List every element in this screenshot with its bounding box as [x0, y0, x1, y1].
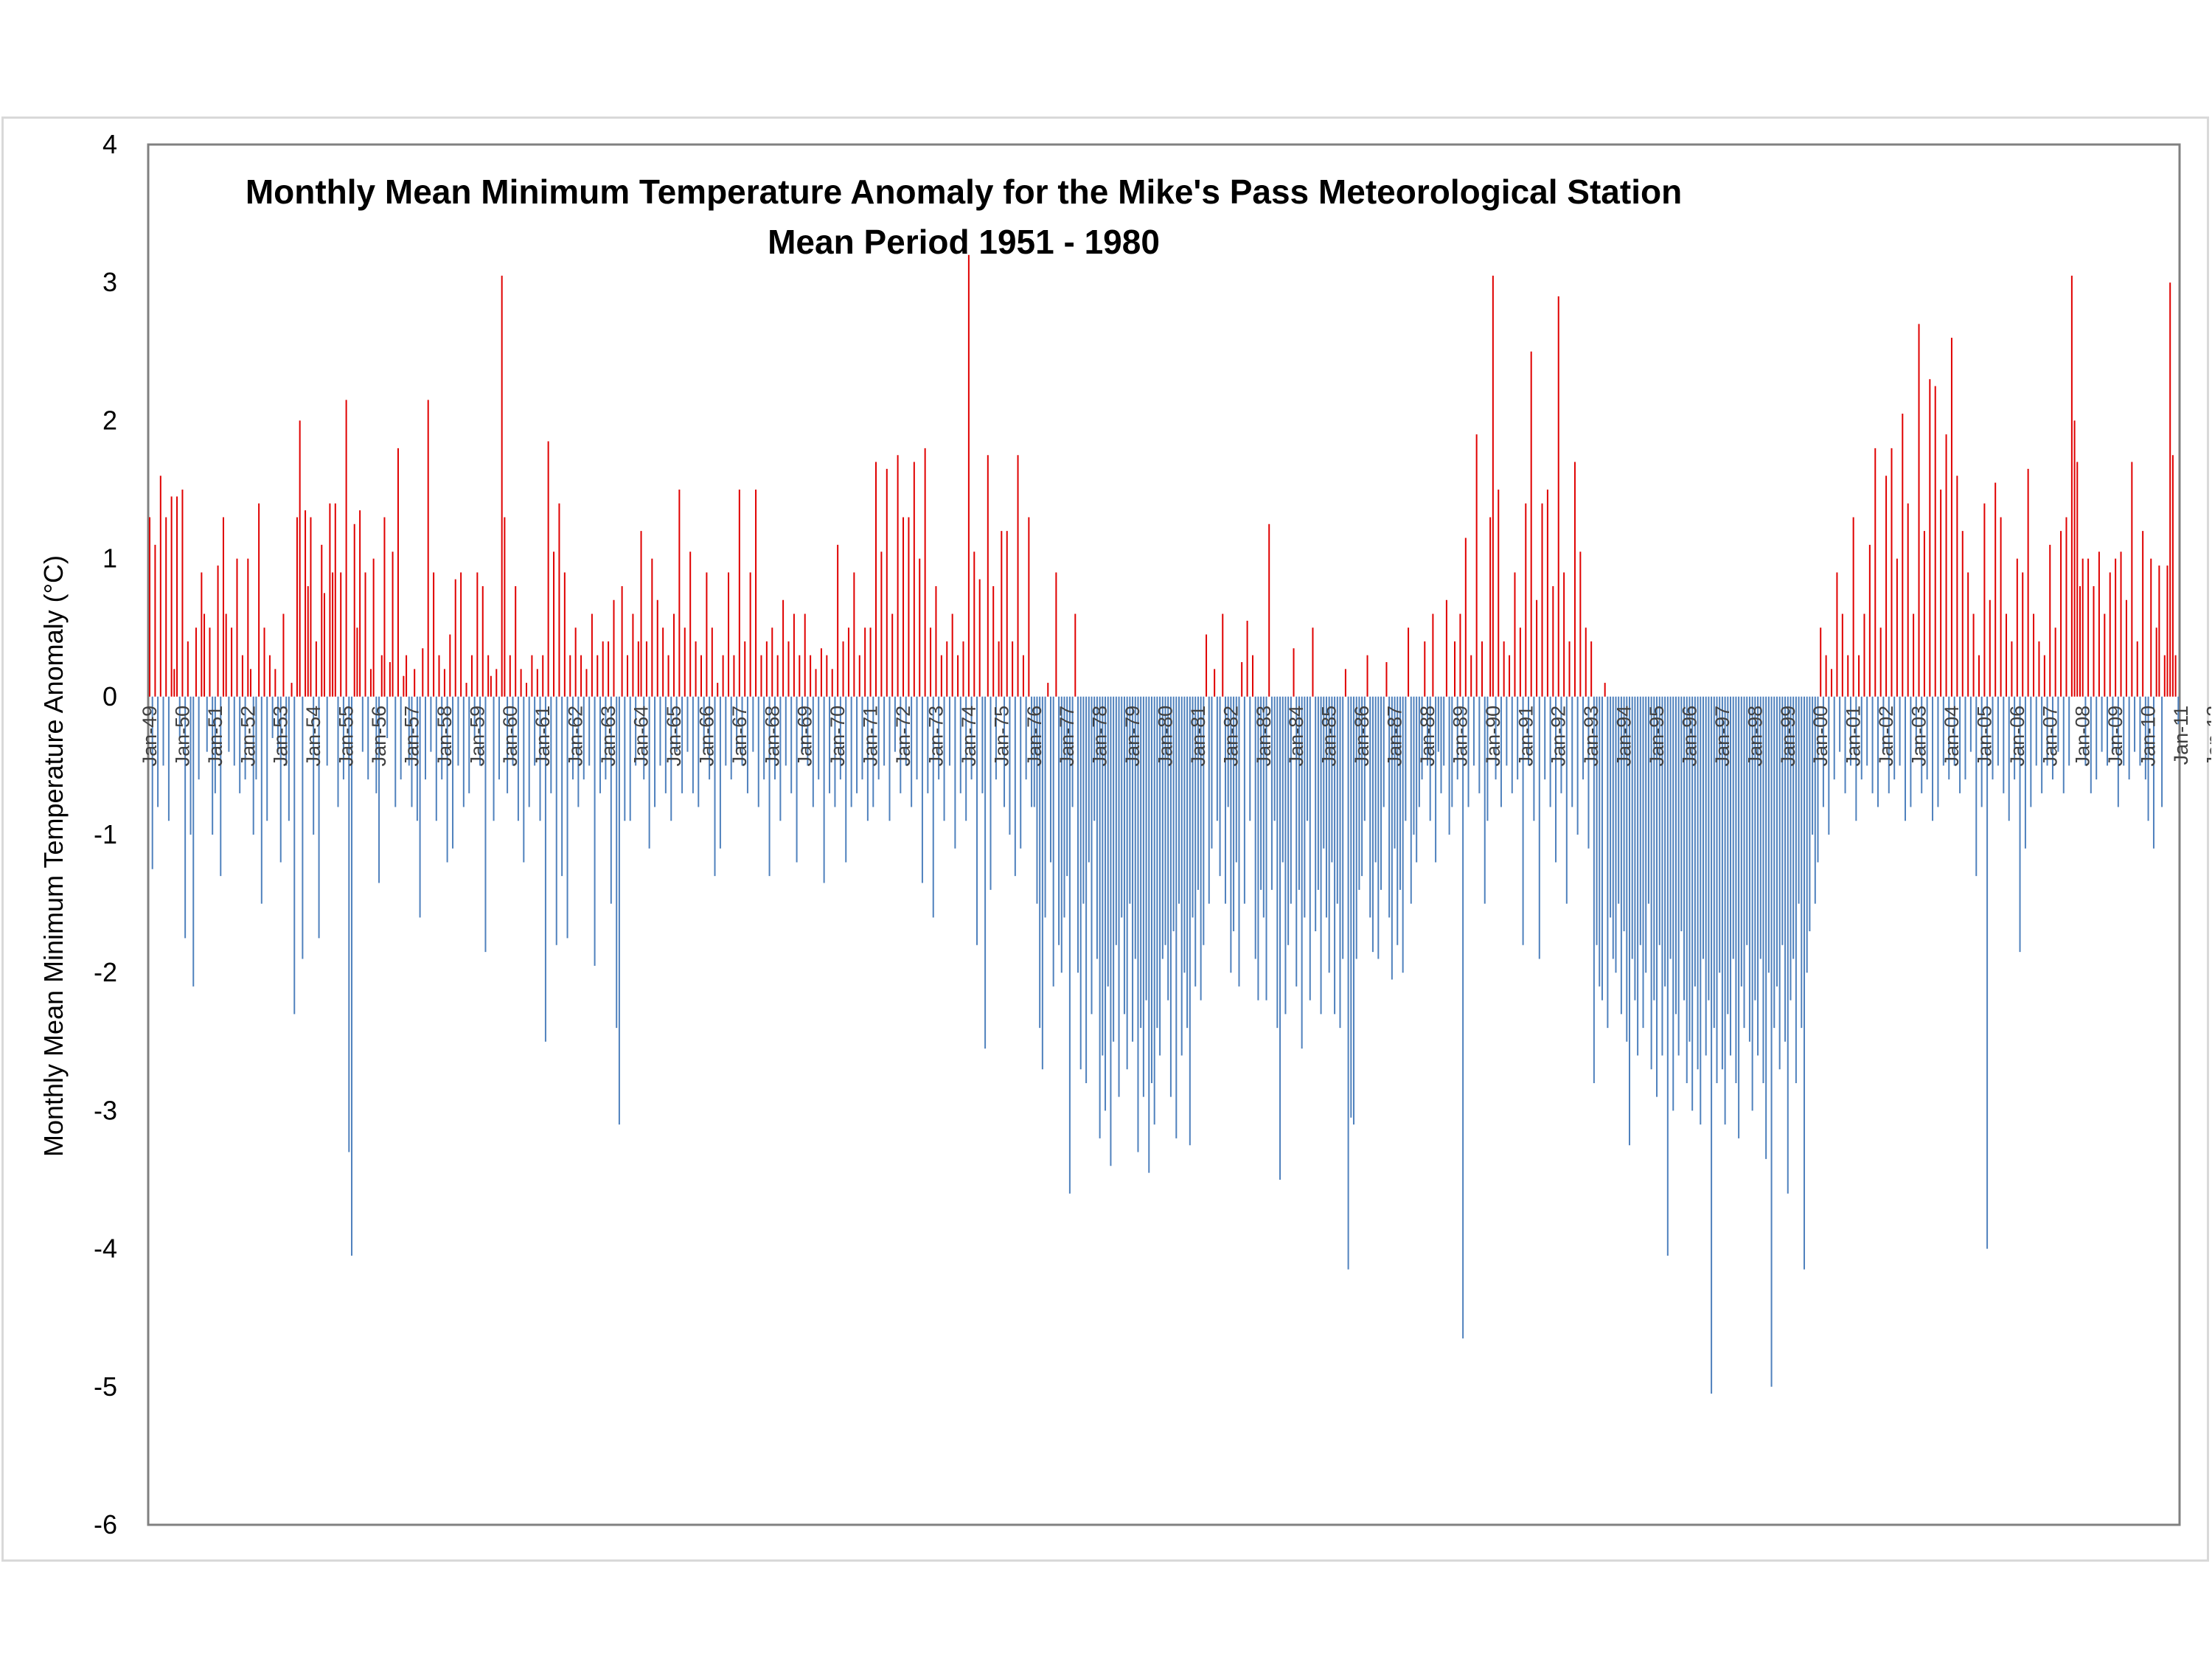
x-tick-label: Jan-83: [1253, 706, 1275, 767]
x-axis-ticks: Jan-49 Jan-50 Jan-51 Jan-52 Jan-53 Jan-54 Jan-…: [139, 706, 2211, 767]
x-tick-label: Jan-72: [892, 706, 914, 767]
y-tick-label: 0: [102, 681, 117, 712]
x-tick-label: Jan-64: [630, 706, 653, 767]
x-tick-label: Jan-96: [1679, 706, 1701, 767]
x-tick-label: Jan-57: [401, 706, 423, 767]
x-tick-label: Jan-58: [434, 706, 456, 767]
y-axis-ticks: 4 3 2 1 0 -1 -2 -3 -4 -5 -6: [94, 129, 117, 1540]
y-axis-label: Monthly Mean Minimum Temperature Anomaly…: [38, 555, 69, 1157]
x-tick-label: Jan-50: [171, 706, 193, 767]
x-tick-label: Jan-78: [1089, 706, 1111, 767]
x-tick-label: Jan-93: [1580, 706, 1602, 767]
x-tick-label: Jan-08: [2072, 706, 2094, 767]
x-tick-label: Jan-65: [663, 706, 685, 767]
y-tick-label: 1: [102, 543, 117, 574]
x-tick-label: Jan-67: [728, 706, 751, 767]
x-tick-label: Jan-88: [1416, 706, 1439, 767]
x-tick-label: Jan-73: [925, 706, 947, 767]
x-tick-label: Jan-04: [1941, 706, 1963, 767]
x-tick-label: Jan-85: [1318, 706, 1340, 767]
x-tick-label: Jan-80: [1155, 706, 1177, 767]
y-tick-label: -2: [94, 957, 117, 987]
x-tick-label: Jan-03: [1908, 706, 1930, 767]
x-tick-label: Jan-98: [1744, 706, 1766, 767]
x-tick-label: Jan-95: [1646, 706, 1668, 767]
x-tick-label: Jan-59: [466, 706, 488, 767]
x-tick-label: Jan-53: [270, 706, 292, 767]
plot-area: [147, 143, 2181, 1526]
chart-frame: 4 3 2 1 0 -1 -2 -3 -4 -5 -6 Jan-49 Jan-50 Jan-51 Jan-…: [1, 116, 2211, 1562]
x-tick-label: Jan-63: [597, 706, 619, 767]
y-tick-label: 2: [102, 405, 117, 435]
x-tick-label: Jan-91: [1514, 706, 1537, 767]
x-tick-label: Jan-55: [335, 706, 358, 767]
x-tick-label: Jan-00: [1809, 706, 1832, 767]
y-tick-label: -6: [94, 1509, 117, 1540]
x-tick-label: Jan-51: [204, 706, 226, 767]
y-tick-label: -3: [94, 1095, 117, 1125]
x-tick-label: Jan-71: [860, 706, 882, 767]
x-tick-label: Jan-12: [2202, 706, 2211, 767]
x-tick-label: Jan-87: [1384, 706, 1406, 767]
x-tick-label: Jan-66: [695, 706, 717, 767]
y-tick-label: -1: [94, 819, 117, 849]
bars-group: [149, 254, 2180, 1394]
x-tick-label: Jan-62: [565, 706, 587, 767]
x-tick-label: Jan-56: [368, 706, 390, 767]
x-tick-label: Jan-54: [302, 706, 324, 767]
x-tick-label: Jan-05: [1973, 706, 1995, 767]
x-tick-label: Jan-92: [1548, 706, 1570, 767]
x-tick-label: Jan-49: [139, 706, 161, 767]
x-tick-label: Jan-81: [1187, 706, 1209, 767]
x-tick-label: Jan-06: [2006, 706, 2028, 767]
x-tick-label: Jan-01: [1843, 706, 1865, 767]
chart-title: Monthly Mean Minimum Temperature Anomaly…: [246, 173, 1682, 211]
y-tick-label: 4: [102, 129, 117, 159]
x-tick-label: Jan-69: [794, 706, 816, 767]
x-tick-label: Jan-90: [1482, 706, 1504, 767]
chart-subtitle: Mean Period 1951 - 1980: [768, 223, 1160, 261]
x-tick-label: Jan-60: [499, 706, 521, 767]
x-tick-label: Jan-84: [1285, 706, 1307, 767]
x-tick-label: Jan-02: [1875, 706, 1897, 767]
x-tick-label: Jan-61: [532, 706, 554, 767]
x-tick-label: Jan-52: [237, 706, 259, 767]
x-tick-label: Jan-09: [2104, 706, 2126, 767]
x-tick-label: Jan-75: [990, 706, 1012, 767]
y-tick-label: -4: [94, 1234, 117, 1264]
x-tick-label: Jan-10: [2138, 706, 2160, 767]
x-tick-label: Jan-86: [1351, 706, 1373, 767]
x-tick-label: Jan-82: [1220, 706, 1242, 767]
x-tick-label: Jan-97: [1711, 706, 1733, 767]
x-tick-label: Jan-68: [761, 706, 783, 767]
x-tick-label: Jan-89: [1449, 706, 1471, 767]
x-tick-label: Jan-11: [2170, 706, 2192, 765]
x-tick-label: Jan-07: [2039, 706, 2061, 767]
y-tick-label: -5: [94, 1371, 117, 1402]
x-tick-label: Jan-94: [1613, 706, 1635, 767]
x-tick-label: Jan-99: [1777, 706, 1799, 767]
x-tick-label: Jan-70: [827, 706, 849, 767]
y-tick-label: 3: [102, 267, 117, 297]
x-tick-label: Jan-77: [1056, 706, 1078, 767]
x-tick-label: Jan-79: [1121, 706, 1144, 767]
x-tick-label: Jan-76: [1023, 706, 1046, 767]
x-tick-label: Jan-74: [958, 706, 980, 767]
